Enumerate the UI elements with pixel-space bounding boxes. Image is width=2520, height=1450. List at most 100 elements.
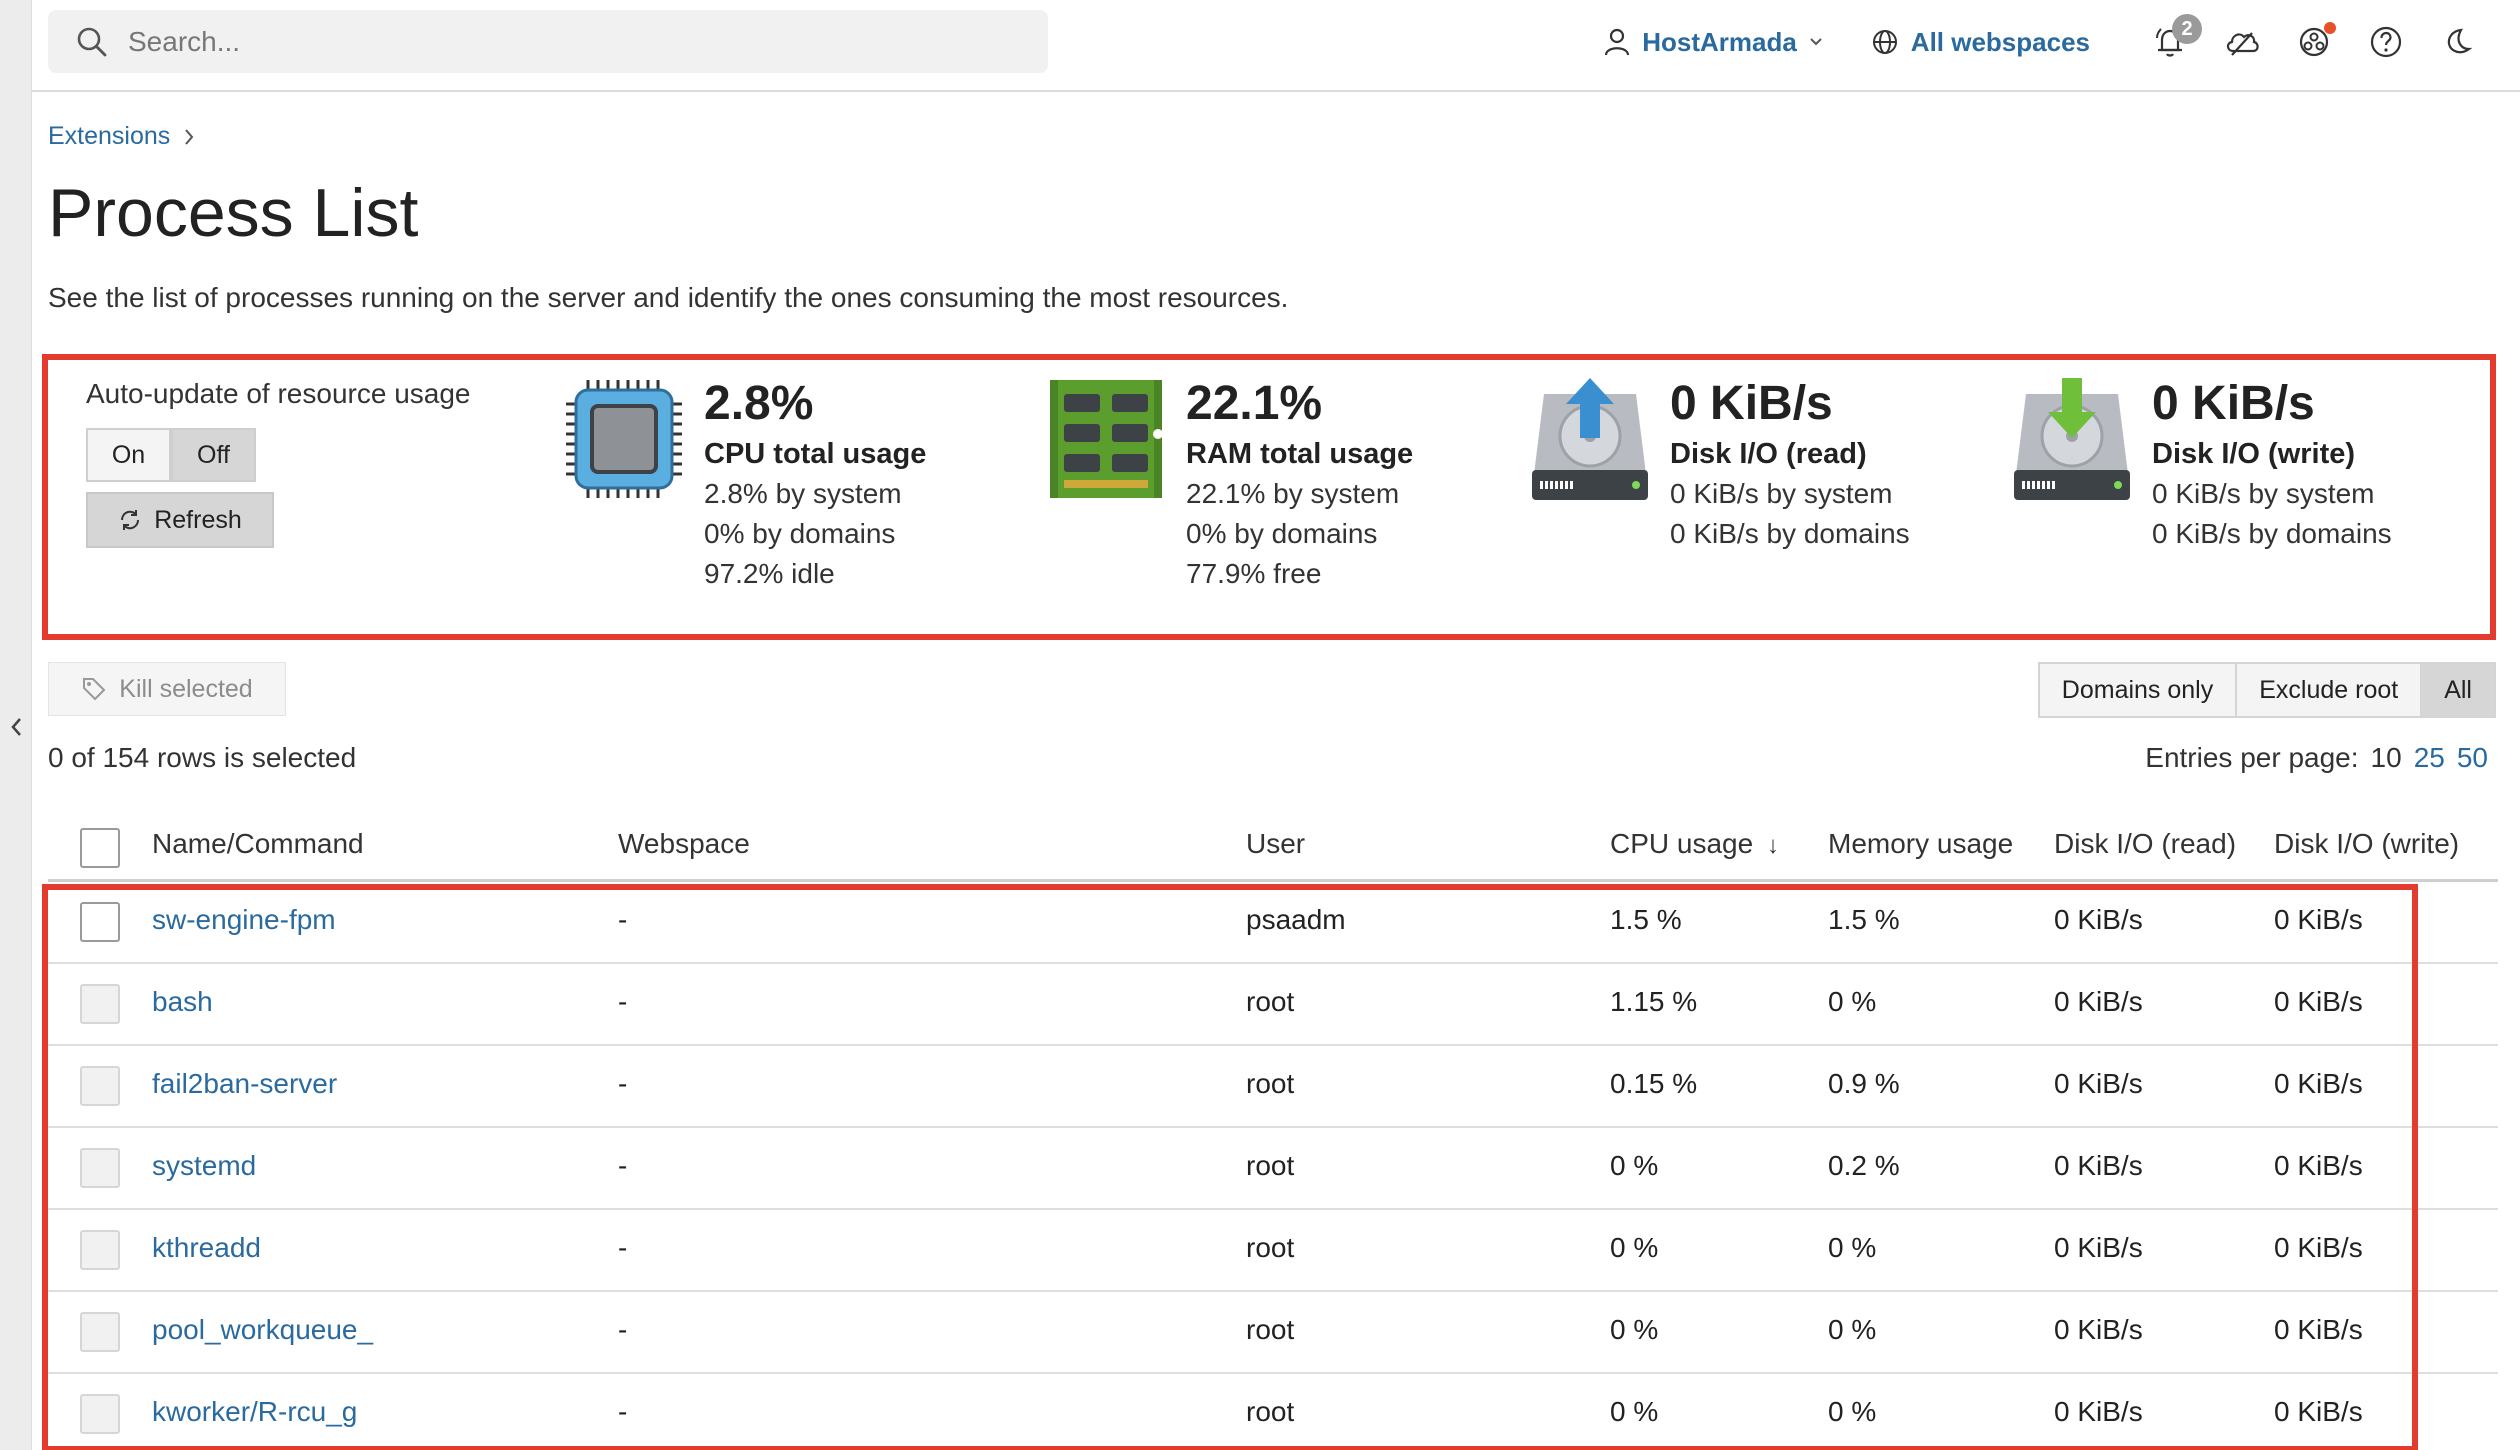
ram-stat: 22.1% RAM total usage 22.1% by system 0%…: [1046, 374, 1413, 594]
disk-write-by-system: 0 KiB/s by system: [2152, 478, 2375, 509]
globe-icon: [1872, 30, 1897, 54]
row-checkbox[interactable]: [80, 1394, 120, 1434]
ram-value: 22.1%: [1186, 377, 1323, 430]
cloud-status-button[interactable]: [2220, 20, 2264, 64]
filter-exclude-root-button[interactable]: Exclude root: [2235, 662, 2423, 718]
disk-write-cell: 0 KiB/s: [2274, 1396, 2363, 1427]
row-checkbox[interactable]: [80, 902, 120, 942]
disk-read-value: 0 KiB/s: [1670, 377, 1833, 430]
entries-option-25[interactable]: 25: [2413, 742, 2445, 773]
cpu-label: CPU total usage: [704, 438, 927, 470]
table-header: Name/Command Webspace User CPU usage ↓ M…: [48, 814, 2498, 882]
auto-update-label: Auto-update of resource usage: [86, 378, 471, 409]
auto-update-section: Auto-update of resource usage On Off Ref…: [86, 378, 470, 548]
notifications-button[interactable]: 2: [2148, 14, 2202, 64]
kill-selected-button[interactable]: Kill selected: [48, 662, 286, 716]
entries-per-page: Entries per page: 10 25 50: [2145, 742, 2488, 774]
cpu-cell: 0 %: [1610, 1232, 1659, 1263]
process-name-link[interactable]: kthreadd: [152, 1232, 261, 1263]
cpu-cell: 0 %: [1610, 1150, 1659, 1181]
row-checkbox[interactable]: [80, 984, 120, 1024]
header-name[interactable]: Name/Command: [152, 828, 364, 859]
disk-download-icon: [2014, 378, 2130, 500]
entries-option-50[interactable]: 50: [2456, 742, 2488, 773]
webspace-cell: -: [618, 1232, 628, 1263]
cpu-chip-icon: [566, 380, 682, 498]
user-cell: root: [1246, 1396, 1295, 1427]
header-disk-write[interactable]: Disk I/O (write): [2274, 828, 2460, 859]
row-checkbox[interactable]: [80, 1148, 120, 1188]
extensions-button[interactable]: [2292, 20, 2336, 64]
process-table: Name/Command Webspace User CPU usage ↓ M…: [42, 814, 2498, 1450]
process-filter-group: Domains only Exclude root All: [2037, 662, 2496, 718]
disk-write-stat: 0 KiB/s Disk I/O (write) 0 KiB/s by syst…: [2012, 374, 2392, 554]
search-box[interactable]: [48, 10, 1048, 73]
header-memory-usage[interactable]: Memory usage: [1828, 828, 2014, 859]
disk-write-cell: 0 KiB/s: [2274, 986, 2363, 1017]
disk-write-value: 0 KiB/s: [2152, 377, 2315, 430]
refresh-button[interactable]: Refresh: [86, 492, 274, 548]
theme-toggle-button[interactable]: [2436, 20, 2480, 64]
disk-read-by-domains: 0 KiB/s by domains: [1670, 518, 1910, 549]
webspace-cell: -: [618, 1068, 628, 1099]
process-name-link[interactable]: pool_workqueue_: [152, 1314, 374, 1345]
filter-domains-only-button[interactable]: Domains only: [2037, 662, 2238, 718]
kill-selected-label: Kill selected: [119, 674, 253, 703]
row-checkbox[interactable]: [80, 1066, 120, 1106]
help-button[interactable]: [2364, 20, 2408, 64]
table-row: systemd - root 0 % 0.2 % 0 KiB/s 0 KiB/s: [48, 1128, 2498, 1210]
moon-icon: [2447, 28, 2473, 54]
disk-read-cell: 0 KiB/s: [2054, 1150, 2143, 1181]
header-cpu-label: CPU usage: [1610, 828, 1754, 859]
memory-cell: 0.9 %: [1828, 1068, 1900, 1099]
breadcrumb: Extensions: [48, 122, 194, 151]
disk-write-by-domains: 0 KiB/s by domains: [2152, 518, 2392, 549]
memory-cell: 0 %: [1828, 986, 1877, 1017]
disk-read-cell: 0 KiB/s: [2054, 1396, 2143, 1427]
extensions-alert-dot: [2324, 22, 2336, 34]
process-name-link[interactable]: systemd: [152, 1150, 257, 1181]
header-disk-read[interactable]: Disk I/O (read): [2054, 828, 2237, 859]
user-cell: root: [1246, 1068, 1295, 1099]
ram-free: 77.9% free: [1186, 558, 1322, 589]
search-icon: [77, 27, 107, 56]
disk-write-label: Disk I/O (write): [2152, 438, 2356, 470]
process-name-link[interactable]: bash: [152, 986, 213, 1017]
filter-all-button[interactable]: All: [2420, 662, 2496, 718]
tag-icon: [83, 678, 106, 701]
auto-update-off-button[interactable]: Off: [171, 428, 256, 482]
breadcrumb-extensions-link[interactable]: Extensions: [48, 122, 171, 150]
account-menu[interactable]: HostArmada: [1604, 27, 1823, 58]
page-title: Process List: [48, 175, 419, 251]
disk-write-cell: 0 KiB/s: [2274, 1150, 2363, 1181]
cpu-cell: 0.15 %: [1610, 1068, 1698, 1099]
process-name-link[interactable]: sw-engine-fpm: [152, 904, 336, 935]
header-cpu-usage[interactable]: CPU usage ↓: [1610, 828, 1779, 860]
webspace-cell: -: [618, 904, 628, 935]
process-name-link[interactable]: kworker/R-rcu_g: [152, 1396, 358, 1427]
header-user[interactable]: User: [1246, 828, 1306, 859]
memory-cell: 0 %: [1828, 1232, 1877, 1263]
disk-read-cell: 0 KiB/s: [2054, 1232, 2143, 1263]
collapse-sidebar-button[interactable]: [4, 712, 28, 742]
table-row: kthreadd - root 0 % 0 % 0 KiB/s 0 KiB/s: [48, 1210, 2498, 1292]
entries-option-10[interactable]: 10: [2370, 742, 2402, 773]
select-all-checkbox[interactable]: [80, 828, 120, 868]
webspaces-selector[interactable]: All webspaces: [1871, 27, 2090, 58]
left-rail: [0, 0, 32, 1450]
disk-write-cell: 0 KiB/s: [2274, 1314, 2363, 1345]
disk-read-by-system: 0 KiB/s by system: [1670, 478, 1893, 509]
cpu-idle: 97.2% idle: [704, 558, 835, 589]
search-input[interactable]: [128, 25, 928, 58]
sort-descending-icon: ↓: [1766, 832, 1779, 859]
user-cell: root: [1246, 1150, 1295, 1181]
auto-update-on-button[interactable]: On: [86, 428, 171, 482]
disk-write-cell: 0 KiB/s: [2274, 904, 2363, 935]
process-name-link[interactable]: fail2ban-server: [152, 1068, 338, 1099]
header-webspace[interactable]: Webspace: [618, 828, 750, 859]
row-checkbox[interactable]: [80, 1312, 120, 1352]
ram-by-system: 22.1% by system: [1186, 478, 1400, 509]
row-checkbox[interactable]: [80, 1230, 120, 1270]
memory-cell: 0 %: [1828, 1396, 1877, 1427]
disk-read-cell: 0 KiB/s: [2054, 1314, 2143, 1345]
